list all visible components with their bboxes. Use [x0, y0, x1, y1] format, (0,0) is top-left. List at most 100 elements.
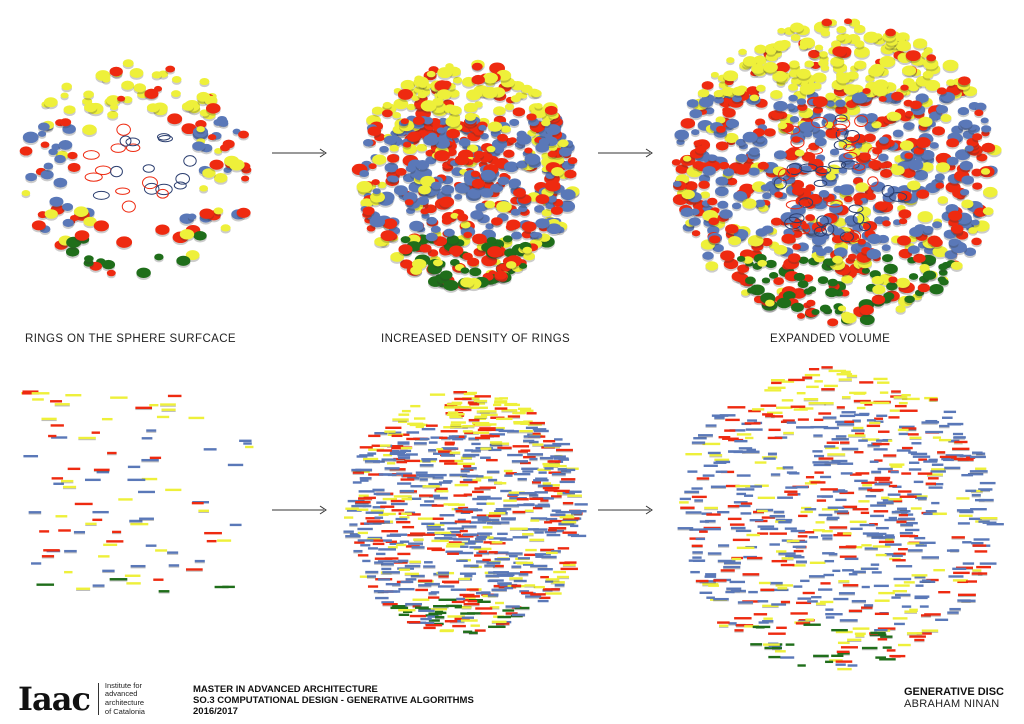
- ring-edge: [449, 425, 468, 428]
- ring-edge-shadow: [540, 501, 549, 503]
- ring-disc: [885, 28, 896, 37]
- ring-disc: [825, 100, 835, 107]
- ring-disc: [777, 27, 786, 34]
- ring-edge: [367, 452, 377, 455]
- ring-edge-shadow: [861, 608, 873, 610]
- ring-edge: [914, 595, 930, 598]
- ring-edge: [489, 443, 503, 447]
- ring-disc: [40, 169, 54, 180]
- ring-edge: [553, 570, 566, 574]
- ring-edge: [554, 583, 565, 587]
- ring-edge: [854, 432, 865, 435]
- ring-edge: [692, 559, 705, 563]
- ring-edge: [167, 394, 182, 398]
- ring-edge: [402, 474, 416, 477]
- ring-disc: [472, 156, 481, 163]
- ring-edge: [550, 455, 561, 458]
- ring-edge: [488, 551, 498, 554]
- ring-disc: [742, 131, 758, 143]
- ring-edge: [511, 565, 522, 568]
- ring-outline: [790, 137, 805, 149]
- ring-edge: [436, 448, 448, 451]
- ring-disc: [820, 29, 831, 37]
- ring-disc: [689, 109, 703, 119]
- ring-disc: [452, 76, 463, 84]
- ring-edge: [379, 444, 391, 447]
- ring-disc: [946, 138, 960, 148]
- ring-disc: [469, 267, 482, 277]
- ring-disc: [722, 168, 735, 177]
- ring-edge: [459, 480, 478, 484]
- ring-edge: [390, 502, 408, 506]
- ring-edge: [396, 543, 407, 547]
- ring-edge: [442, 447, 458, 450]
- ring-edge: [556, 575, 570, 579]
- ring-edge: [64, 549, 77, 553]
- ring-edge: [138, 490, 155, 494]
- ring-edge: [778, 552, 796, 555]
- ring-disc: [773, 40, 789, 52]
- ring-edge-shadow: [376, 494, 394, 496]
- ring-disc: [916, 189, 930, 199]
- ring-edge: [101, 417, 113, 421]
- ring-disc: [409, 220, 424, 232]
- ring-edge: [464, 574, 473, 577]
- ring-disc: [171, 75, 182, 83]
- ring-edge: [520, 461, 531, 465]
- ring-disc: [371, 106, 384, 115]
- ring-disc: [721, 86, 735, 97]
- ring-edge: [555, 510, 574, 514]
- ring-edge: [91, 431, 100, 434]
- ring-edge: [910, 507, 922, 510]
- ring-edge: [835, 498, 847, 502]
- ring-edge: [494, 400, 508, 403]
- ring-edge-shadow: [824, 463, 841, 465]
- ring-edge-shadow: [541, 558, 557, 560]
- ring-disc: [400, 236, 411, 244]
- ring-disc: [718, 161, 730, 170]
- ring-edge: [426, 622, 444, 626]
- ring-disc: [458, 138, 471, 147]
- ring-edge-shadow: [73, 533, 86, 535]
- ring-disc: [772, 166, 786, 176]
- ring-edge: [546, 533, 561, 537]
- ring-edge: [422, 459, 431, 462]
- ring-edge: [351, 504, 367, 508]
- ring-disc: [731, 202, 742, 210]
- ring-edge: [243, 442, 252, 445]
- ring-disc: [942, 59, 959, 72]
- ring-disc: [209, 159, 224, 170]
- ring-edge: [793, 549, 804, 553]
- ring-disc: [872, 147, 883, 155]
- ring-edge: [820, 475, 832, 479]
- ring-edge: [222, 585, 235, 589]
- ring-edge: [497, 574, 514, 577]
- ring-disc: [708, 155, 717, 162]
- ring-edge: [362, 457, 379, 461]
- ring-edge-shadow: [574, 514, 583, 516]
- ring-edge: [416, 473, 434, 477]
- ring-disc: [470, 170, 480, 178]
- ring-disc: [755, 228, 768, 237]
- ring-edge: [391, 509, 405, 512]
- ring-edge: [821, 388, 835, 391]
- ring-disc: [946, 156, 959, 166]
- ring-edge: [354, 541, 365, 544]
- ring-edge-shadow: [698, 436, 713, 438]
- ring-edge-shadow: [485, 577, 500, 579]
- ring-edge-shadow: [795, 548, 807, 550]
- ring-disc: [751, 63, 765, 74]
- caption-rings-on-sphere: RINGS ON THE SPHERE SURFCACE: [25, 333, 236, 345]
- ring-disc: [25, 172, 38, 182]
- ring-edge: [800, 510, 813, 514]
- ring-edge: [884, 518, 898, 522]
- ring-edge: [540, 548, 555, 552]
- ring-edge: [519, 571, 533, 574]
- ring-edge: [552, 529, 564, 533]
- ring-edge: [829, 526, 848, 529]
- ring-disc: [863, 31, 880, 43]
- ring-disc: [831, 40, 842, 48]
- ring-disc: [773, 100, 788, 112]
- ring-disc: [397, 89, 413, 100]
- ring-edge: [968, 517, 982, 521]
